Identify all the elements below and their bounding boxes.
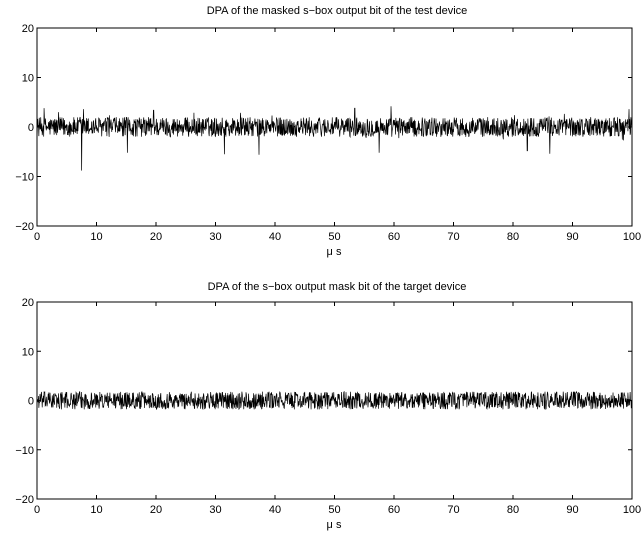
y-tick-label: 0 — [28, 122, 34, 134]
top-x-axis-label: μ s — [327, 246, 342, 258]
x-tick-label: 30 — [209, 231, 221, 243]
top-y-axis: 20 10 0 −10 −20 — [15, 23, 632, 233]
y-tick-label: 0 — [28, 396, 34, 408]
y-tick-label: −20 — [15, 221, 34, 233]
bottom-signal-trace — [36, 390, 633, 411]
x-tick-label: 60 — [388, 231, 400, 243]
x-tick-label: 40 — [269, 504, 281, 516]
y-tick-label: 20 — [22, 297, 34, 309]
x-tick-label: 90 — [566, 231, 578, 243]
y-tick-label: 20 — [22, 23, 34, 35]
signal-line — [36, 106, 633, 171]
y-tick-label: −10 — [15, 445, 34, 457]
x-tick-label: 20 — [150, 504, 162, 516]
top-chart-title: DPA of the masked s−box output bit of th… — [207, 5, 468, 17]
x-tick-label: 20 — [150, 231, 162, 243]
x-tick-label: 10 — [90, 504, 102, 516]
x-tick-label: 40 — [269, 231, 281, 243]
top-x-axis: 0 10 20 30 40 50 60 70 80 90 100 — [34, 28, 641, 243]
y-tick-label: 10 — [22, 73, 34, 85]
x-tick-label: 60 — [388, 504, 400, 516]
top-subplot: DPA of the masked s−box output bit of th… — [15, 5, 641, 258]
x-tick-label: 70 — [447, 231, 459, 243]
y-tick-label: −10 — [15, 172, 34, 184]
top-signal-trace — [36, 106, 633, 171]
bottom-x-axis-label: μ s — [327, 519, 342, 531]
x-tick-label: 70 — [447, 504, 459, 516]
x-tick-label: 0 — [34, 504, 40, 516]
x-tick-label: 0 — [34, 231, 40, 243]
y-tick-label: −20 — [15, 494, 34, 506]
x-tick-label: 90 — [566, 504, 578, 516]
x-tick-label: 100 — [623, 231, 641, 243]
x-tick-label: 100 — [623, 504, 641, 516]
signal-line — [36, 390, 633, 411]
x-tick-label: 30 — [209, 504, 221, 516]
x-tick-label: 50 — [328, 231, 340, 243]
bottom-y-axis: 20 10 0 −10 −20 — [15, 297, 632, 506]
bottom-subplot: DPA of the s−box output mask bit of the … — [15, 281, 641, 531]
x-tick-label: 80 — [507, 504, 519, 516]
bottom-chart-title: DPA of the s−box output mask bit of the … — [208, 281, 467, 293]
y-tick-label: 10 — [22, 346, 34, 358]
bottom-x-axis: 0 10 20 30 40 50 60 70 80 90 100 — [34, 302, 641, 516]
x-tick-label: 80 — [507, 231, 519, 243]
x-tick-label: 10 — [90, 231, 102, 243]
x-tick-label: 50 — [328, 504, 340, 516]
